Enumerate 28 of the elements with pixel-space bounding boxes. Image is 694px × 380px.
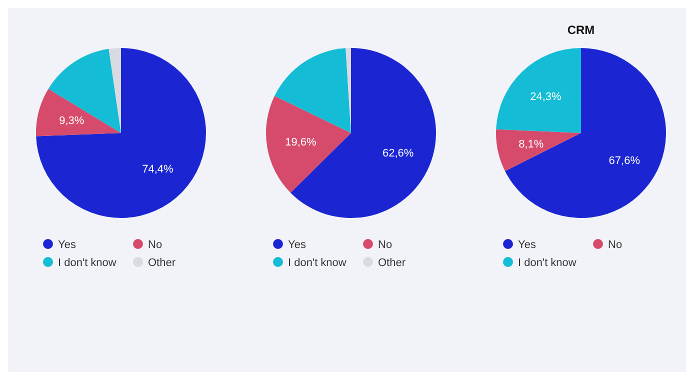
pie-slice <box>48 48 121 133</box>
pie-slice <box>505 48 666 218</box>
legend-label: Yes <box>518 239 536 251</box>
pie-slice <box>36 88 121 136</box>
legend-label: I don't know <box>288 257 346 269</box>
legend-label: No <box>608 239 622 251</box>
legend-label: I don't know <box>518 257 576 269</box>
legend-label: No <box>148 239 162 251</box>
pie-slice <box>36 48 206 218</box>
pie-slice <box>496 129 581 172</box>
legend-label: No <box>378 239 392 251</box>
pie-slice <box>496 48 581 133</box>
data-label: 19,6% <box>285 136 316 148</box>
data-label: 62,6% <box>382 148 414 160</box>
pie-slice <box>108 48 121 133</box>
data-label: 67,6% <box>608 154 640 167</box>
legend-label: Yes <box>58 239 76 251</box>
pie-slice <box>274 48 351 133</box>
data-label: 9,3% <box>59 115 84 128</box>
chart-title: CRM <box>567 23 595 37</box>
legend-label: I don't know <box>58 257 116 269</box>
data-label: 24,3% <box>530 91 562 104</box>
legend-label: Other <box>148 257 176 269</box>
legend-label: Yes <box>288 239 306 251</box>
legend-label: Other <box>378 257 406 269</box>
data-label: 74,4% <box>142 163 174 176</box>
data-label: 8,1% <box>518 138 544 151</box>
pie-slice <box>266 96 351 193</box>
